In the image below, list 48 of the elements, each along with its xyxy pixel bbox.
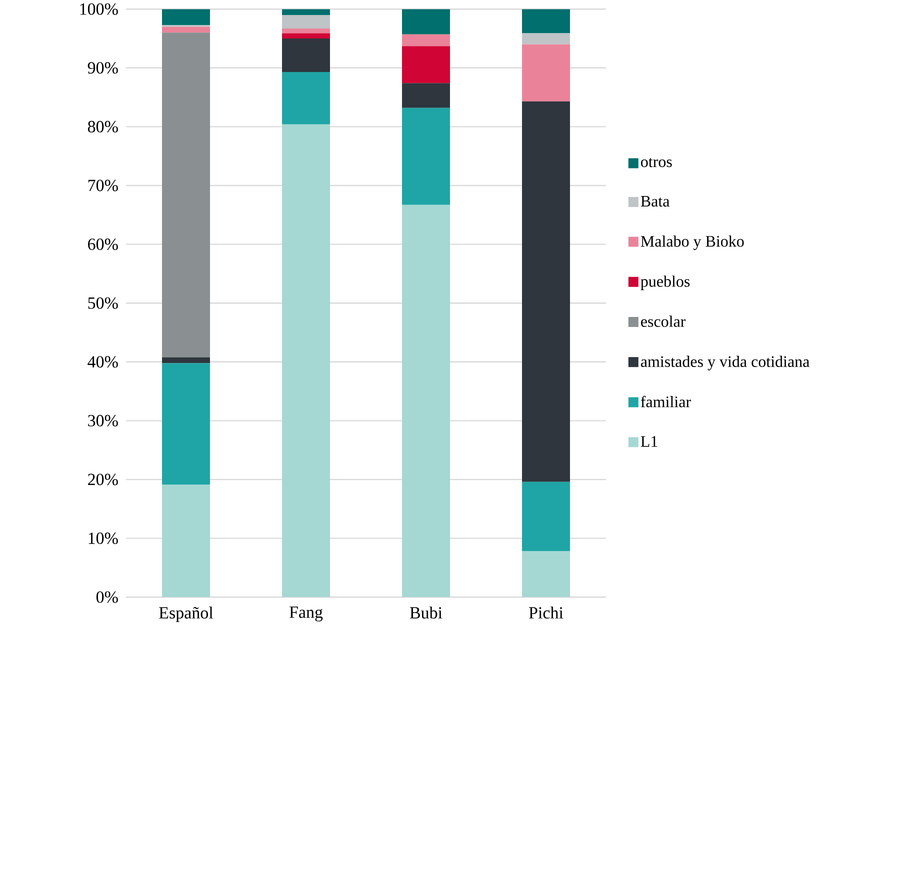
y-tick-label: 30% [88,414,118,426]
bar [282,38,330,72]
bar [282,14,330,28]
bar [402,9,450,34]
bar [162,32,210,358]
legend-label: Bata [640,196,670,207]
bar [282,33,330,38]
y-tick-label: 50% [88,297,118,309]
x-tick-label: Pichi [529,606,564,619]
y-tick-label: 90% [88,62,118,74]
y-tick-label: 100% [80,3,118,15]
legend-label: familiar [640,396,691,408]
legend-label: pueblos [640,276,690,290]
y-tick-label: 0% [96,591,118,603]
bar [522,9,570,34]
y-tick-label: 40% [88,356,118,368]
x-tick-label: Fang [289,606,323,622]
y-tick-label: 10% [88,532,118,544]
x-tick-label: Bubi [410,606,442,619]
bar [162,363,210,485]
bar [282,72,330,124]
bar [282,124,330,598]
y-tick-label: 20% [88,474,118,486]
x-tick-label: Español [159,606,214,622]
bar [402,204,450,598]
legend-label: amistades y vida cotidiana [640,356,810,370]
bar [522,101,570,482]
bar [522,482,570,552]
bar [282,9,330,15]
bar [162,357,210,364]
bar [402,83,450,108]
bar [162,9,210,25]
bar [162,26,210,33]
bar [402,34,450,46]
bar [162,484,210,598]
bar [402,46,450,84]
bar [402,108,450,205]
legend-label: L1 [640,436,658,447]
bar [522,551,570,598]
legend-label: otros [641,158,672,168]
bar [522,33,570,44]
y-tick-label: 70% [88,180,118,192]
bar [522,44,570,102]
legend-label: escolar [641,316,686,327]
bar [282,28,330,34]
y-tick-label: 80% [88,120,118,132]
y-tick-label: 60% [88,238,118,250]
legend-label: Malabo y Bioko [640,235,744,250]
